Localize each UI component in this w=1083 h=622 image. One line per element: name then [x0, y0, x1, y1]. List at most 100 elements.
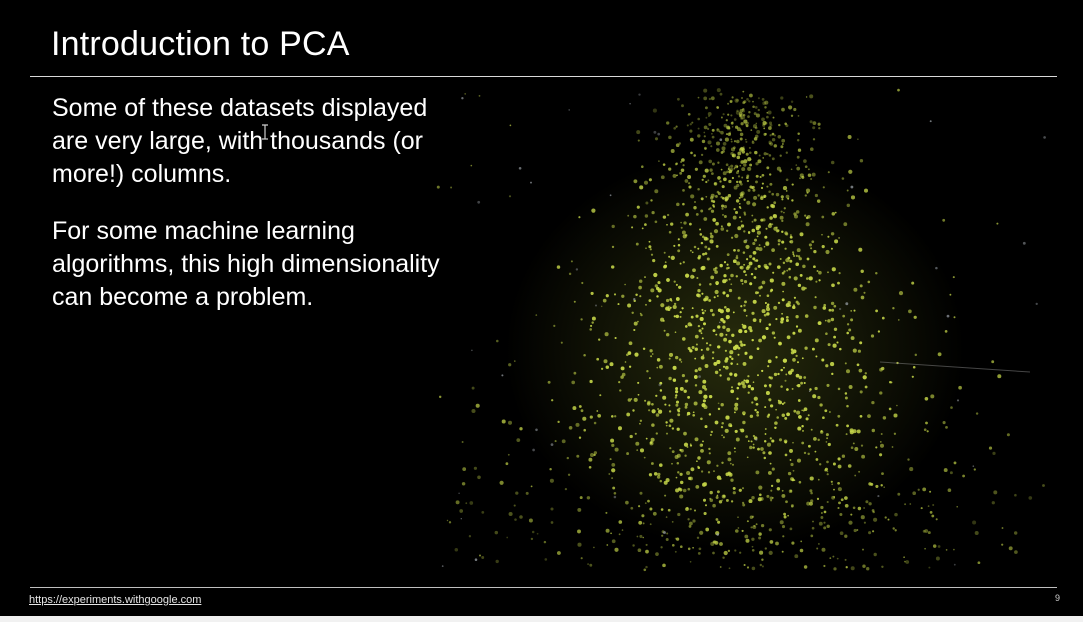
cloud-point	[756, 129, 761, 134]
cloud-point	[703, 88, 708, 93]
cloud-point	[652, 259, 656, 263]
cloud-point	[723, 337, 728, 342]
cloud-point	[471, 349, 473, 352]
cloud-point	[629, 434, 633, 439]
cloud-point	[695, 485, 700, 489]
cloud-point	[738, 196, 741, 199]
cloud-point	[991, 501, 995, 505]
cloud-point	[735, 529, 739, 533]
cloud-point	[719, 542, 723, 546]
cloud-point	[694, 369, 698, 373]
cloud-point	[691, 121, 694, 124]
cloud-point	[701, 327, 704, 330]
cloud-point	[860, 295, 865, 300]
cloud-point	[973, 468, 976, 471]
cloud-point	[638, 93, 641, 96]
cloud-point	[687, 547, 691, 551]
cloud-point	[657, 281, 661, 285]
source-link[interactable]: https://experiments.withgoogle.com	[29, 594, 202, 606]
cloud-point	[797, 148, 802, 152]
cloud-point	[627, 214, 630, 217]
cloud-point	[745, 124, 749, 128]
cloud-point	[818, 270, 822, 275]
cloud-point	[675, 125, 678, 128]
cloud-point	[945, 426, 948, 429]
cloud-point	[710, 96, 715, 101]
cloud-point	[581, 281, 584, 285]
cloud-point	[796, 155, 800, 159]
cloud-point	[736, 165, 739, 168]
cloud-point	[662, 215, 667, 219]
cloud-point	[740, 182, 743, 186]
cloud-point	[650, 199, 653, 202]
cloud-point	[647, 499, 650, 503]
cloud-point	[507, 453, 510, 456]
cloud-point	[543, 540, 547, 544]
cloud-point	[764, 121, 768, 125]
cloud-point	[573, 300, 576, 303]
cloud-point	[807, 173, 812, 177]
cloud-point	[662, 163, 666, 166]
cloud-point	[730, 283, 733, 286]
cloud-point	[856, 529, 859, 531]
cloud-point	[743, 213, 747, 216]
cloud-point	[742, 146, 745, 149]
cloud-point	[722, 365, 726, 368]
cloud-point	[778, 123, 781, 127]
cloud-point	[679, 545, 683, 549]
cloud-point	[735, 275, 738, 278]
cloud-point	[740, 122, 744, 126]
cloud-point	[1022, 241, 1026, 245]
cloud-point	[717, 520, 721, 524]
cloud-point	[675, 314, 679, 319]
cloud-point	[803, 407, 808, 411]
cloud-point	[737, 226, 742, 231]
cloud-point	[932, 544, 937, 548]
cloud-point	[604, 332, 609, 337]
cloud-point	[577, 542, 582, 547]
cloud-point	[671, 450, 675, 453]
cloud-point	[722, 171, 727, 176]
cloud-point	[777, 399, 780, 402]
cloud-point	[721, 146, 726, 151]
cloud-point	[665, 538, 669, 541]
cloud-point	[762, 101, 767, 106]
cloud-point	[754, 150, 758, 155]
cloud-point	[461, 482, 466, 486]
cloud-point	[812, 121, 817, 125]
cloud-point	[589, 563, 593, 567]
cloud-point	[738, 202, 741, 205]
cloud-point	[702, 252, 705, 256]
cloud-point	[761, 335, 767, 340]
cloud-point	[709, 234, 714, 239]
cloud-point	[953, 548, 955, 551]
cloud-point	[758, 244, 761, 247]
cloud-point	[742, 101, 746, 105]
cloud-point	[609, 362, 614, 367]
cloud-point	[438, 395, 442, 399]
cloud-point	[831, 212, 836, 216]
cloud-point	[768, 142, 771, 145]
cloud-point	[643, 568, 647, 572]
cloud-point	[633, 328, 636, 332]
cloud-point	[716, 464, 719, 467]
cloud-point	[583, 428, 586, 432]
cloud-point	[753, 276, 757, 279]
cloud-point	[795, 164, 798, 166]
cloud-point	[827, 442, 831, 447]
cloud-point	[845, 302, 849, 306]
cloud-point	[785, 500, 788, 504]
cloud-point	[815, 355, 818, 358]
cloud-point	[746, 179, 750, 183]
cloud-point	[757, 159, 762, 164]
cloud-point	[731, 386, 733, 389]
cloud-point	[764, 106, 767, 109]
cloud-point	[733, 166, 736, 169]
cloud-point	[820, 516, 824, 519]
cloud-point	[752, 434, 756, 438]
cloud-point	[942, 421, 946, 425]
cloud-point	[577, 529, 581, 534]
cloud-point	[530, 485, 533, 488]
cloud-point	[950, 406, 953, 409]
cloud-point	[763, 245, 766, 248]
